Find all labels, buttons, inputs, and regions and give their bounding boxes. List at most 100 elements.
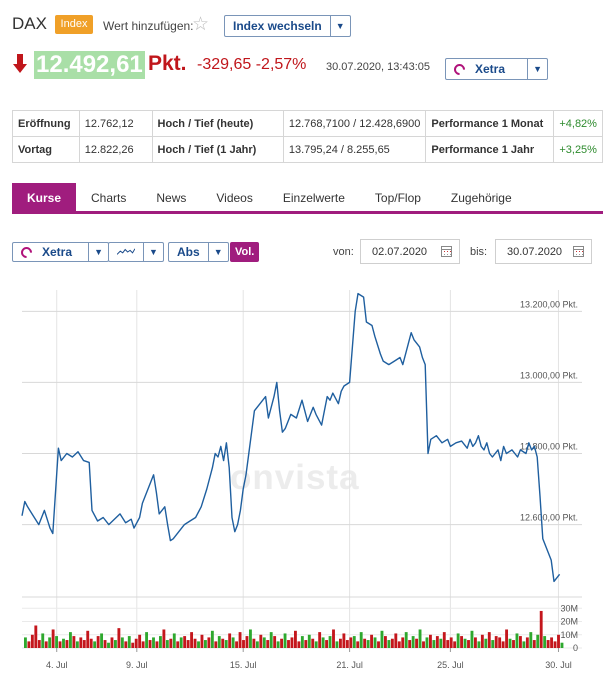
volume-bar	[238, 632, 242, 648]
star-outline-icon[interactable]: ☆	[192, 14, 210, 35]
volume-bar	[266, 640, 270, 648]
exchange-dropdown[interactable]: Xetra ▼	[445, 58, 549, 80]
volume-bar	[273, 636, 277, 648]
volume-bar	[207, 637, 211, 648]
volume-bar	[470, 630, 474, 648]
volume-bar	[332, 629, 335, 648]
volume-bar	[449, 637, 453, 648]
from-date-field[interactable]: 02.07.2020	[360, 239, 460, 264]
volume-bar	[394, 633, 398, 648]
calendar-icon[interactable]	[441, 246, 452, 257]
chart-type-dropdown[interactable]: ▼	[108, 242, 164, 262]
price-chart[interactable]: 12.600,00 Pkt. 12.800,00 Pkt. 13.000,00 Pk…	[0, 280, 603, 685]
volume-bar	[311, 638, 315, 648]
volume-bar	[62, 638, 65, 648]
volume-toggle-button[interactable]: Vol.	[230, 242, 260, 262]
tab-zugehoerige[interactable]: Zugehörige	[450, 191, 512, 205]
volume-bar	[259, 634, 263, 648]
volume-bar	[446, 640, 450, 648]
volume-bar	[498, 637, 502, 648]
arrow-down-icon	[13, 54, 27, 73]
volume-bar	[418, 629, 422, 648]
exchange-label: Xetra	[475, 62, 506, 76]
volume-bar	[127, 636, 131, 648]
volume-bar	[546, 640, 550, 648]
volume-bar	[245, 636, 249, 648]
volume-bar	[543, 636, 547, 648]
volume-bar	[501, 641, 505, 648]
tab-top-flop[interactable]: Top/Flop	[374, 191, 421, 205]
volume-bar	[505, 629, 509, 648]
volume-bar	[373, 637, 377, 648]
volume-bar	[204, 640, 207, 648]
chevron-down-icon: ▼	[329, 16, 350, 36]
volume-bar	[408, 640, 412, 648]
tab-news[interactable]: News	[156, 191, 187, 205]
volume-bar	[512, 640, 515, 648]
table-row: Vortag 12.822,26 Hoch / Tief (1 Jahr) 13…	[12, 136, 603, 163]
volume-bar	[200, 634, 204, 648]
x-tick-label: 25. Jul	[437, 660, 464, 670]
volume-bar	[339, 638, 342, 648]
volume-bar	[51, 629, 55, 648]
tab-charts[interactable]: Charts	[91, 191, 127, 205]
volume-bar	[96, 636, 100, 648]
volume-bar	[148, 640, 152, 648]
volume-bar	[525, 637, 529, 648]
chart-exchange-dropdown[interactable]: Xetra ▼	[12, 242, 110, 262]
volume-bar	[328, 636, 332, 648]
chevron-down-icon: ▼	[88, 243, 108, 261]
volume-bar	[283, 633, 287, 648]
volume-bar	[370, 634, 374, 648]
table-row: Eröffnung 12.762,12 Hoch / Tief (heute) …	[12, 110, 603, 137]
volume-bar	[152, 637, 155, 648]
volume-tick-label: 30M	[560, 603, 578, 613]
tab-kurse[interactable]: Kurse	[12, 183, 77, 211]
to-date-field[interactable]: 30.07.2020	[495, 239, 592, 264]
calendar-icon[interactable]	[573, 246, 584, 257]
volume-bar	[249, 629, 252, 648]
volume-bar	[321, 637, 325, 648]
tab-videos[interactable]: Videos	[216, 191, 253, 205]
x-tick-label: 21. Jul	[336, 660, 363, 670]
tab-einzelwerte[interactable]: Einzelwerte	[282, 191, 345, 205]
volume-bar	[34, 625, 38, 648]
x-tick-label: 9. Jul	[126, 660, 148, 670]
stat-label: Performance 1 Jahr	[425, 136, 555, 163]
price-tick-label: 13.000,00 Pkt.	[520, 370, 578, 380]
volume-bar	[287, 640, 290, 648]
volume-bar	[539, 610, 543, 648]
stat-label: Performance 1 Monat	[425, 110, 555, 137]
volume-bar	[197, 641, 200, 648]
volume-bar	[210, 630, 214, 648]
scale-dropdown[interactable]: Abs ▼	[168, 242, 229, 262]
volume-bar	[162, 629, 166, 648]
volume-bar	[269, 632, 273, 648]
volume-bar	[536, 634, 540, 648]
volume-bar	[480, 634, 484, 648]
volume-bar	[463, 638, 467, 648]
volume-bar	[435, 636, 439, 648]
volume-bar	[159, 636, 162, 648]
volume-bar	[387, 640, 391, 648]
volume-bar	[44, 641, 48, 648]
volume-bar	[107, 642, 110, 648]
volume-bar	[359, 632, 363, 648]
volume-bar	[134, 638, 138, 648]
page-title: DAX	[12, 14, 47, 33]
volume-bar	[356, 641, 360, 648]
volume-bar	[390, 638, 394, 648]
volume-bar	[411, 636, 415, 648]
volume-bar	[432, 640, 436, 648]
volume-bar	[442, 632, 446, 648]
volume-bar	[242, 640, 245, 648]
volume-bar	[27, 641, 31, 648]
price-change: -329,65 -2,57%	[197, 56, 307, 73]
exchange-status-icon	[451, 61, 468, 77]
volume-bar	[141, 641, 145, 648]
volume-bar	[179, 637, 183, 648]
switch-index-dropdown[interactable]: Index wechseln ▼	[224, 15, 351, 37]
exchange-status-icon	[18, 244, 35, 260]
volume-bar	[37, 640, 41, 648]
volume-bar	[401, 637, 405, 648]
